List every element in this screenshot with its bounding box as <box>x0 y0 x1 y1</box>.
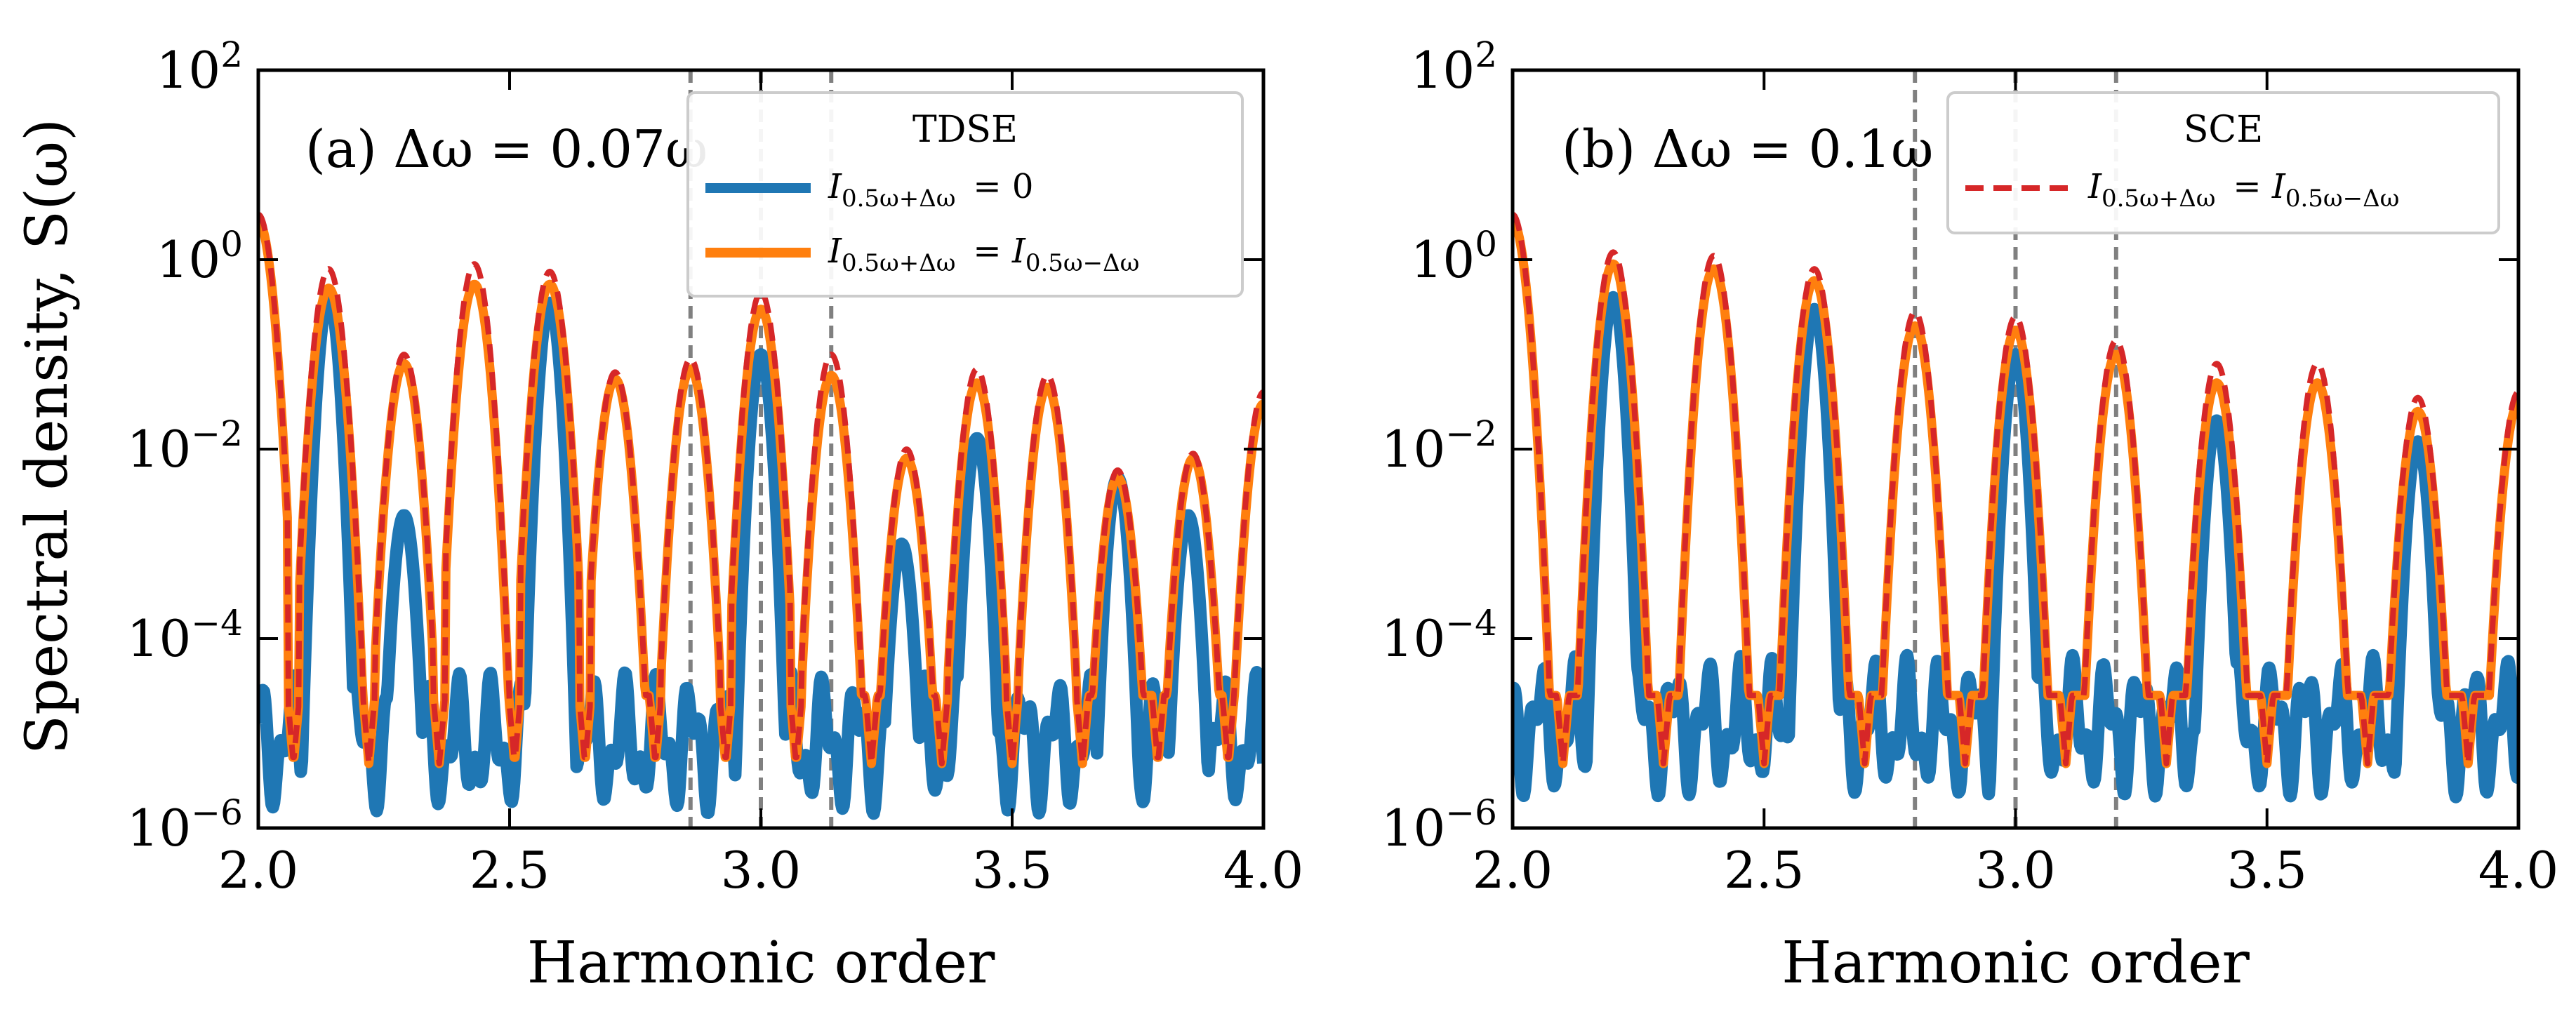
x-axis-title: Harmonic order <box>527 930 995 996</box>
panel-label: (a) Δω = 0.07ω <box>305 119 708 180</box>
plot-area <box>1513 211 2518 803</box>
legend-entry-label: I0.5ω+Δω = I0.5ω−Δω <box>2087 167 2406 213</box>
legend-entry-label: I0.5ω+Δω = 0 <box>828 167 1033 213</box>
panel-b: 2.0 2.5 3.0 3.5 4.0 102 100 10−2 10−4 10−6 Harmoni… <box>1381 34 2559 996</box>
panel-a: 2.0 2.5 3.0 3.5 4.0 102 100 10−2 10−4 10−6 Harmoni… <box>127 34 1304 996</box>
x-tick-label: 3.5 <box>972 841 1053 900</box>
y-tick-label: 10−2 <box>127 413 243 479</box>
y-tick-label: 10−6 <box>127 792 243 858</box>
y-tick-label: 10−4 <box>1381 603 1497 668</box>
x-tick-label: 3.0 <box>721 841 802 900</box>
legend-box <box>686 91 1244 298</box>
y-tick-label: 10−4 <box>127 603 243 668</box>
legend-title: SCE <box>2184 109 2263 151</box>
legend: TDSE I0.5ω+Δω = 0 I0.5ω+Δω = I0.5ω−Δω <box>686 91 1244 298</box>
plot-area <box>258 211 1263 820</box>
y-tick-label: 100 <box>157 224 243 289</box>
y-tick-label: 100 <box>1411 224 1497 289</box>
x-tick-label: 2.0 <box>1473 841 1553 900</box>
legend: SCE I0.5ω+Δω = I0.5ω−Δω <box>1946 91 2500 234</box>
x-tick-label: 3.5 <box>2226 841 2307 900</box>
x-axis-title: Harmonic order <box>1781 930 2250 996</box>
x-tick-label: 2.5 <box>470 841 550 900</box>
x-tick-label: 3.0 <box>1975 841 2056 900</box>
x-tick-label: 4.0 <box>2478 841 2559 900</box>
legend-entry-label: I0.5ω+Δω = I0.5ω−Δω <box>828 232 1146 277</box>
y-axis-title: Spectral density, S(ω) <box>14 119 81 754</box>
y-tick-label: 10−6 <box>1381 792 1497 858</box>
legend-box <box>1946 91 2500 234</box>
x-tick-label: 4.0 <box>1223 841 1304 900</box>
panel-label: (b) Δω = 0.1ω <box>1562 119 1934 180</box>
series-line-zero <box>258 291 1263 820</box>
legend-title: TDSE <box>912 109 1018 151</box>
x-tick-label: 2.0 <box>218 841 299 900</box>
y-tick-label: 102 <box>1411 34 1497 100</box>
series-line-sce <box>258 211 1263 767</box>
x-tick-label: 2.5 <box>1724 841 1805 900</box>
series-line-sce <box>1513 211 2518 767</box>
y-tick-label: 102 <box>157 34 243 100</box>
y-tick-label: 10−2 <box>1381 413 1497 479</box>
